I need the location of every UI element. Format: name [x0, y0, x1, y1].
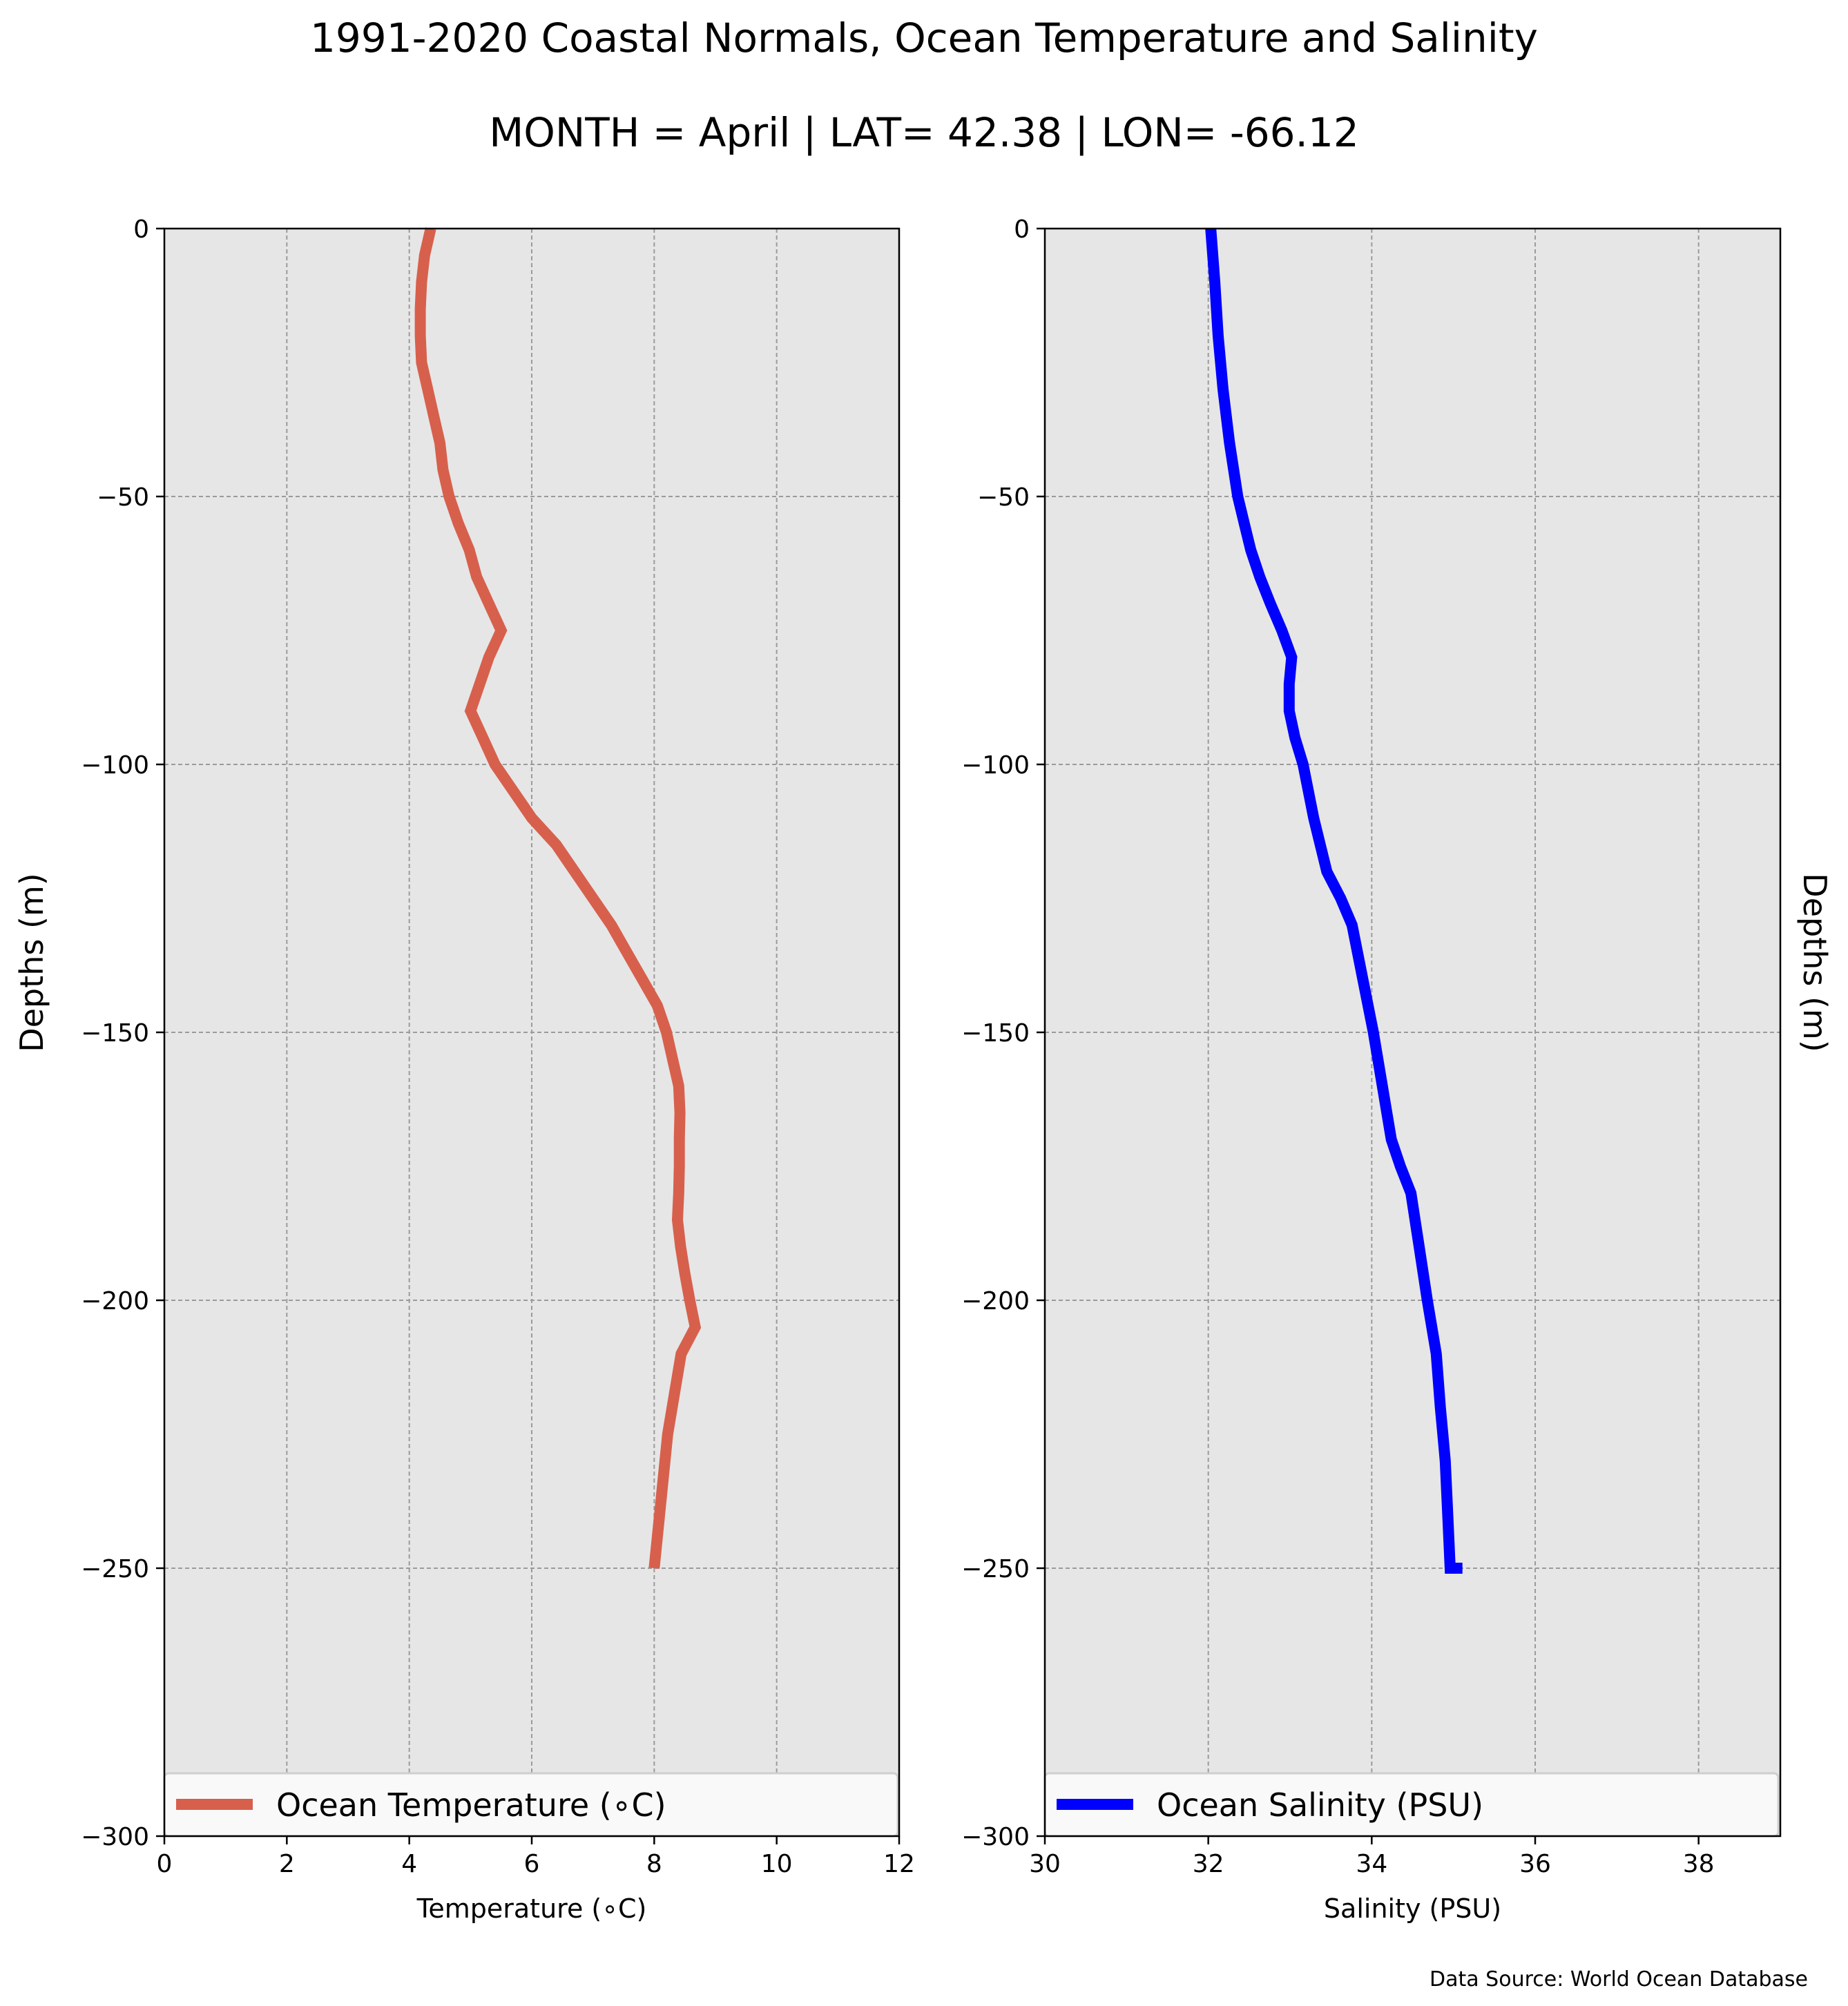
temperature-panel: Ocean Temperature (∘C) 0 2 4 6 8 10 12 0 −50 −100 −…	[81, 215, 915, 1924]
data-series-line	[1205, 228, 1463, 1574]
y-tick-label: −150	[81, 1019, 149, 1048]
x-tick-label: 0	[157, 1850, 173, 1878]
figure-subtitle: MONTH = April | LAT= 42.38 | LON= -66.12	[489, 109, 1359, 156]
y-tick-label: 0	[133, 215, 149, 244]
x-tick-label: 38	[1683, 1850, 1715, 1878]
x-axis-label: Salinity (PSU)	[1324, 1893, 1501, 1924]
x-tick-label: 32	[1193, 1850, 1224, 1878]
salinity-y-axis-label: Depths (m)	[1796, 873, 1833, 1052]
temperature-y-axis-label: Depths (m)	[13, 873, 50, 1052]
y-tick-label: −200	[961, 1287, 1030, 1315]
x-tick-label: 30	[1029, 1850, 1061, 1878]
x-tick-label: 6	[524, 1850, 540, 1878]
x-tick-label: 2	[279, 1850, 295, 1878]
y-tick-label: −250	[961, 1555, 1030, 1583]
y-tick-label: −200	[81, 1287, 149, 1315]
x-tick-label: 10	[761, 1850, 793, 1878]
figure-title: 1991-2020 Coastal Normals, Ocean Tempera…	[310, 15, 1538, 61]
y-tick-label: −100	[961, 751, 1030, 780]
legend-label: Ocean Temperature (∘C)	[276, 1786, 666, 1824]
y-tick-label: −150	[961, 1019, 1030, 1048]
data-source-note: Data Source: World Ocean Database	[1430, 1967, 1808, 1991]
y-tick-label: 0	[1014, 215, 1030, 244]
y-tick-label: −300	[961, 1823, 1030, 1851]
legend-label: Ocean Salinity (PSU)	[1157, 1786, 1483, 1824]
x-tick-label: 36	[1519, 1850, 1551, 1878]
x-axis-label: Temperature (∘C)	[416, 1893, 647, 1924]
x-tick-label: 34	[1356, 1850, 1387, 1878]
x-tick-label: 8	[646, 1850, 662, 1878]
y-tick-label: −50	[97, 483, 149, 512]
y-tick-label: −300	[81, 1823, 149, 1851]
data-series-line	[414, 227, 702, 1569]
x-tick-label: 4	[401, 1850, 417, 1878]
x-tick-label: 12	[883, 1850, 915, 1878]
y-tick-label: −100	[81, 751, 149, 780]
y-tick-label: −250	[81, 1555, 149, 1583]
salinity-panel: Ocean Salinity (PSU) 30 32 34 36 38 0 −50 −100 −1…	[961, 215, 1782, 1924]
y-tick-label: −50	[977, 483, 1030, 512]
